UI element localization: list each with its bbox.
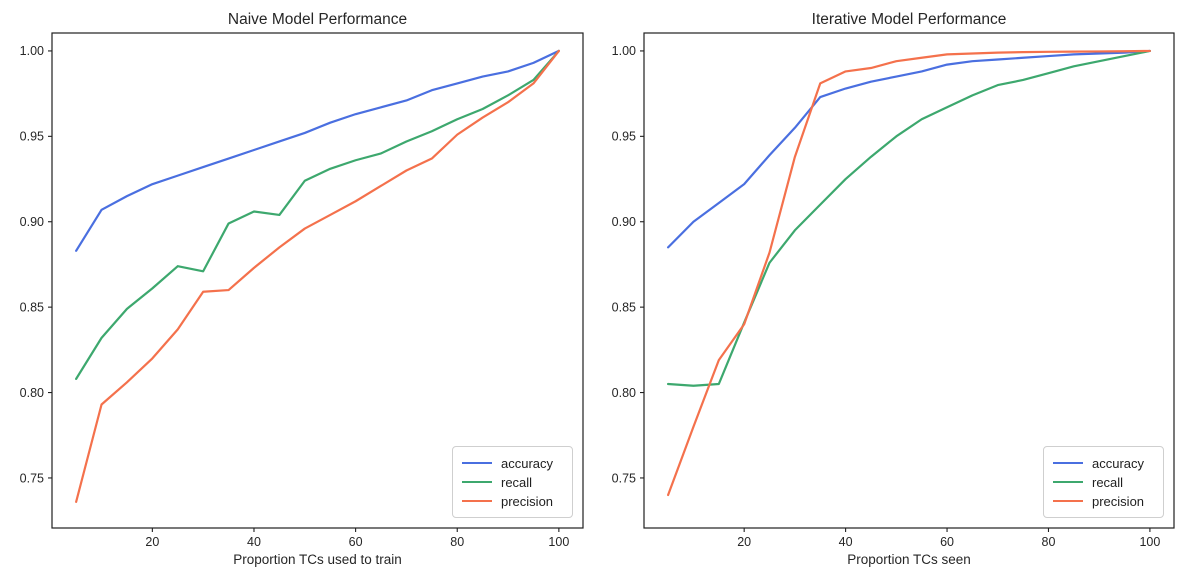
x-tick-label: 20 [145, 535, 159, 549]
legend-item-precision: precision [1053, 492, 1155, 510]
legend-iterative: accuracy recall precision [1043, 446, 1164, 518]
x-tick-label: 40 [839, 535, 853, 549]
y-tick-label: 0.80 [612, 386, 636, 400]
y-tick-label: 1.00 [20, 44, 44, 58]
x-tick-label: 80 [450, 535, 464, 549]
legend-label-accuracy: accuracy [1092, 455, 1145, 471]
series-line-precision [666, 49, 1152, 497]
x-tick-label: 40 [247, 535, 261, 549]
y-tick-label: 0.85 [20, 300, 44, 314]
chart-title-iterative: Iterative Model Performance [811, 11, 1007, 28]
legend-item-recall: recall [462, 473, 564, 491]
x-axis-label-iterative: Proportion TCs seen [847, 552, 971, 567]
accuracy-line-swatch [462, 462, 492, 464]
axes-frame [51, 32, 584, 529]
series-line-accuracy [75, 49, 560, 252]
recall-line-swatch [462, 481, 492, 483]
x-tick-label: 20 [737, 535, 751, 549]
legend-item-precision: precision [462, 492, 564, 510]
recall-line-swatch [1053, 481, 1083, 483]
x-tick-label: 60 [940, 535, 954, 549]
legend-label-precision: precision [1092, 493, 1145, 509]
precision-line-swatch [1053, 500, 1083, 502]
y-tick-label: 0.75 [20, 471, 44, 485]
x-tick-label: 80 [1042, 535, 1056, 549]
subplot-1: 20 40 60 80 100 1.00 0.95 0.90 0.85 0.80 0.75 [612, 32, 1175, 549]
subplot-0: 20 40 60 80 100 1.00 0.95 0.90 0.85 0.80 0.75 [20, 32, 584, 549]
series-line-recall [666, 49, 1152, 387]
legend-naive: accuracy recall precision [452, 446, 573, 518]
y-tick-label: 1.00 [612, 44, 636, 58]
legend-label-recall: recall [501, 474, 533, 490]
legend-item-accuracy: accuracy [462, 454, 564, 472]
series-line-recall [75, 49, 560, 380]
legend-label-precision: precision [501, 493, 554, 509]
legend-item-recall: recall [1053, 473, 1155, 491]
series-line-accuracy [666, 49, 1152, 249]
precision-line-swatch [462, 500, 492, 502]
x-axis-label-naive: Proportion TCs used to train [233, 552, 402, 567]
y-tick-label: 0.90 [20, 215, 44, 229]
y-tick-label: 0.80 [20, 386, 44, 400]
series-line-precision [75, 49, 560, 503]
x-tick-label: 100 [1139, 535, 1160, 549]
y-tick-label: 0.85 [612, 300, 636, 314]
accuracy-line-swatch [1053, 462, 1083, 464]
legend-label-recall: recall [1092, 474, 1124, 490]
legend-label-accuracy: accuracy [501, 455, 554, 471]
x-tick-label: 100 [548, 535, 569, 549]
chart-title-naive: Naive Model Performance [227, 11, 408, 28]
y-tick-label: 0.90 [612, 215, 636, 229]
legend-item-accuracy: accuracy [1053, 454, 1155, 472]
y-tick-label: 0.75 [612, 471, 636, 485]
y-tick-label: 0.95 [20, 130, 44, 144]
y-tick-label: 0.95 [612, 130, 636, 144]
x-tick-label: 60 [349, 535, 363, 549]
axes-frame [643, 32, 1175, 529]
